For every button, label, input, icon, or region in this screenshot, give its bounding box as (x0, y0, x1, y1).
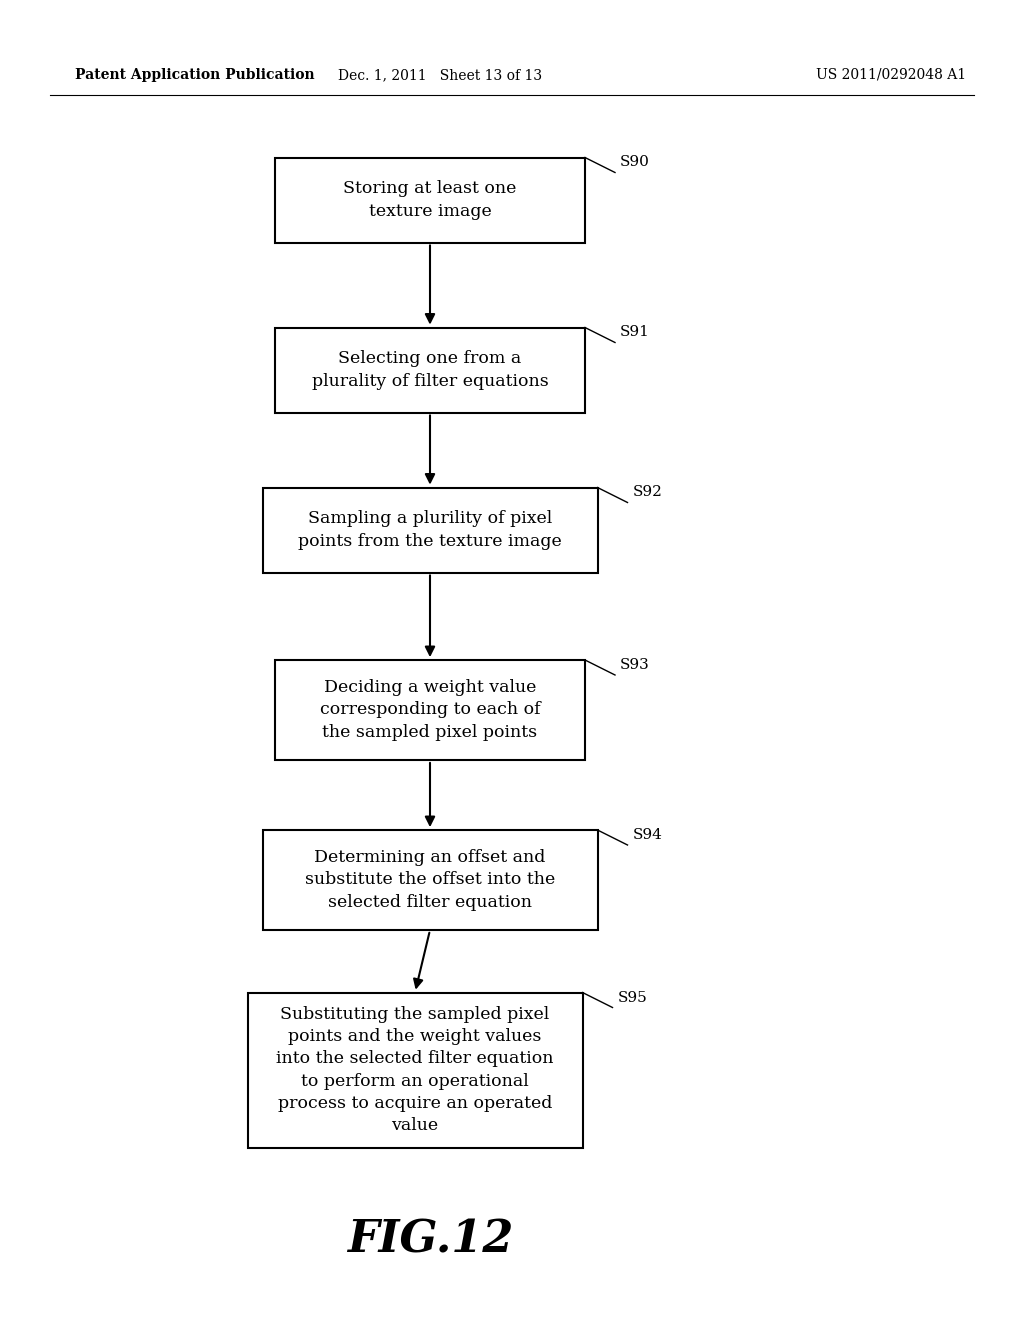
Text: S90: S90 (620, 156, 650, 169)
Text: S93: S93 (620, 657, 650, 672)
Text: S94: S94 (633, 828, 663, 842)
Text: Patent Application Publication: Patent Application Publication (75, 69, 314, 82)
Text: Deciding a weight value
corresponding to each of
the sampled pixel points: Deciding a weight value corresponding to… (319, 680, 541, 741)
Bar (275, 327, 585, 412)
Text: Determining an offset and
substitute the offset into the
selected filter equatio: Determining an offset and substitute the… (305, 849, 555, 911)
Text: Dec. 1, 2011   Sheet 13 of 13: Dec. 1, 2011 Sheet 13 of 13 (338, 69, 543, 82)
Text: S92: S92 (633, 486, 663, 499)
Text: Sampling a plurility of pixel
points from the texture image: Sampling a plurility of pixel points fro… (298, 511, 562, 549)
Text: S91: S91 (620, 326, 650, 339)
Bar (275, 157, 585, 243)
Text: FIG.12: FIG.12 (347, 1218, 513, 1262)
Bar (248, 993, 583, 1147)
Text: S95: S95 (617, 990, 647, 1005)
Text: US 2011/0292048 A1: US 2011/0292048 A1 (816, 69, 966, 82)
Text: Storing at least one
texture image: Storing at least one texture image (343, 181, 517, 219)
Bar (262, 487, 597, 573)
Text: Substituting the sampled pixel
points and the weight values
into the selected fi: Substituting the sampled pixel points an… (276, 1006, 554, 1134)
Bar (275, 660, 585, 760)
Text: Selecting one from a
plurality of filter equations: Selecting one from a plurality of filter… (311, 350, 549, 389)
Bar (262, 830, 597, 931)
